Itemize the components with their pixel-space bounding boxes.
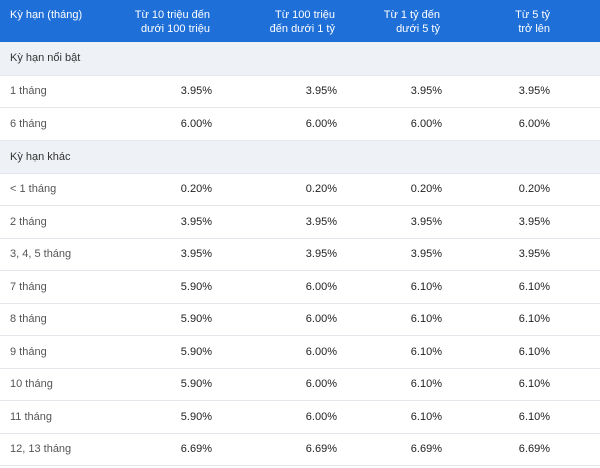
rate-cell: 3.95% <box>120 75 220 108</box>
rate-cell: 6.10% <box>345 335 450 369</box>
rate-cell: 5.90% <box>120 270 220 304</box>
rate-cell: 6.10% <box>450 400 600 434</box>
rate-cell: 6.10% <box>345 270 450 304</box>
rate-cell: 6.00% <box>345 107 450 141</box>
rate-cell: 0.20% <box>450 173 600 206</box>
rate-cell: 3.95% <box>345 75 450 108</box>
section-header-row: Kỳ hạn nổi bật <box>0 42 600 76</box>
table-row: 8 tháng 5.90% 6.00% 6.10% 6.10% <box>0 303 600 336</box>
rate-cell: 6.69% <box>120 433 220 466</box>
table-body: Kỳ hạn nổi bật 1 tháng 3.95% 3.95% 3.95% 3.95… <box>0 42 600 466</box>
table-row: 6 tháng 6.00% 6.00% 6.00% 6.00% <box>0 107 600 141</box>
term-cell: 8 tháng <box>0 303 120 336</box>
rate-cell: 6.00% <box>450 107 600 141</box>
rate-cell: 6.69% <box>345 433 450 466</box>
table-header-row: Kỳ hạn (tháng) Từ 10 triệu đến dưới 100 … <box>0 0 600 42</box>
rate-cell: 3.95% <box>450 238 600 271</box>
rate-cell: 3.95% <box>345 238 450 271</box>
rate-cell: 5.90% <box>120 400 220 434</box>
table-row: 10 tháng 5.90% 6.00% 6.10% 6.10% <box>0 368 600 401</box>
rate-cell: 5.90% <box>120 335 220 369</box>
table-row: 7 tháng 5.90% 6.00% 6.10% 6.10% <box>0 270 600 304</box>
term-cell: 6 tháng <box>0 107 120 141</box>
term-cell: 11 tháng <box>0 400 120 434</box>
header-tier-4: Từ 5 tỷ trở lên <box>450 0 600 42</box>
term-cell: 10 tháng <box>0 368 120 401</box>
term-cell: 7 tháng <box>0 270 120 304</box>
rate-cell: 6.00% <box>120 107 220 141</box>
rate-cell: 6.69% <box>450 433 600 466</box>
header-tier-2: Từ 100 triệu đến dưới 1 tỷ <box>220 0 345 42</box>
term-cell: 1 tháng <box>0 75 120 108</box>
table-row: 12, 13 tháng 6.69% 6.69% 6.69% 6.69% <box>0 433 600 466</box>
rate-cell: 6.00% <box>220 335 345 369</box>
header-tier-1: Từ 10 triệu đến dưới 100 triệu <box>120 0 220 42</box>
section-header-row: Kỳ hạn khác <box>0 140 600 174</box>
table-row: 1 tháng 3.95% 3.95% 3.95% 3.95% <box>0 75 600 108</box>
rate-cell: 6.00% <box>220 303 345 336</box>
rate-cell: 6.10% <box>450 270 600 304</box>
rate-cell: 3.95% <box>345 205 450 239</box>
rate-cell: 3.95% <box>450 205 600 239</box>
term-cell: 12, 13 tháng <box>0 433 120 466</box>
table-row: 9 tháng 5.90% 6.00% 6.10% 6.10% <box>0 335 600 369</box>
term-cell: < 1 tháng <box>0 173 120 206</box>
section-title: Kỳ hạn nổi bật <box>0 42 600 76</box>
rate-cell: 5.90% <box>120 368 220 401</box>
rate-cell: 6.00% <box>220 400 345 434</box>
rate-cell: 6.10% <box>450 335 600 369</box>
rate-cell: 6.10% <box>345 400 450 434</box>
table-row: 3, 4, 5 tháng 3.95% 3.95% 3.95% 3.95% <box>0 238 600 271</box>
rate-cell: 0.20% <box>345 173 450 206</box>
rate-cell: 6.10% <box>450 368 600 401</box>
header-tier-3: Từ 1 tỷ đến dưới 5 tỷ <box>345 0 450 42</box>
rate-cell: 6.10% <box>345 303 450 336</box>
table-row: 11 tháng 5.90% 6.00% 6.10% 6.10% <box>0 400 600 434</box>
term-cell: 3, 4, 5 tháng <box>0 238 120 271</box>
rate-cell: 6.00% <box>220 107 345 141</box>
rate-cell: 3.95% <box>220 75 345 108</box>
rate-cell: 3.95% <box>120 205 220 239</box>
rate-cell: 0.20% <box>220 173 345 206</box>
header-term: Kỳ hạn (tháng) <box>0 0 120 42</box>
term-cell: 9 tháng <box>0 335 120 369</box>
rate-cell: 3.95% <box>220 238 345 271</box>
rate-cell: 3.95% <box>450 75 600 108</box>
rate-cell: 3.95% <box>220 205 345 239</box>
rate-cell: 3.95% <box>120 238 220 271</box>
rate-cell: 0.20% <box>120 173 220 206</box>
rate-cell: 6.00% <box>220 270 345 304</box>
rate-cell: 6.10% <box>450 303 600 336</box>
section-title: Kỳ hạn khác <box>0 140 600 174</box>
rate-cell: 6.10% <box>345 368 450 401</box>
rate-cell: 5.90% <box>120 303 220 336</box>
rate-cell: 6.69% <box>220 433 345 466</box>
table-row: 2 tháng 3.95% 3.95% 3.95% 3.95% <box>0 205 600 239</box>
table-row: < 1 tháng 0.20% 0.20% 0.20% 0.20% <box>0 173 600 206</box>
term-cell: 2 tháng <box>0 205 120 239</box>
rate-cell: 6.00% <box>220 368 345 401</box>
